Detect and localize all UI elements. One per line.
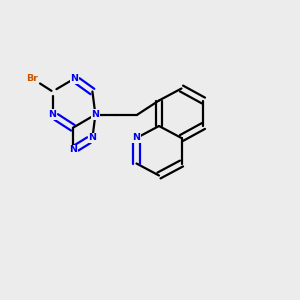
- Text: N: N: [92, 110, 99, 119]
- Text: Br: Br: [26, 74, 38, 83]
- Text: N: N: [49, 110, 56, 119]
- Text: N: N: [133, 134, 140, 142]
- Text: N: N: [70, 74, 78, 83]
- Text: N: N: [69, 146, 77, 154]
- Text: N: N: [88, 134, 96, 142]
